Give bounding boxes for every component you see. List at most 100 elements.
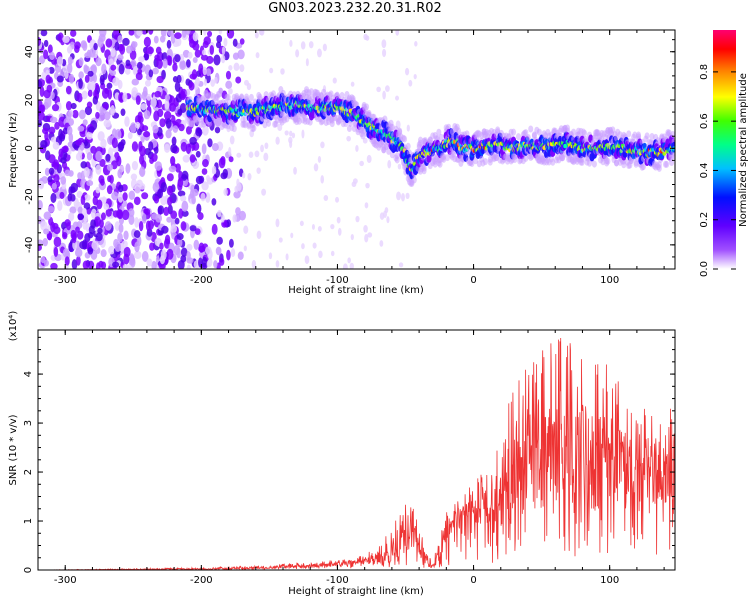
heatmap-cell bbox=[235, 207, 241, 216]
heatmap-cell bbox=[582, 129, 588, 137]
heatmap-cell bbox=[284, 130, 289, 136]
heatmap-cell bbox=[153, 146, 159, 154]
heatmap-cell bbox=[144, 208, 151, 216]
heatmap-cell bbox=[220, 214, 225, 223]
heatmap-cell bbox=[311, 223, 315, 230]
heatmap-cell bbox=[232, 38, 238, 47]
heatmap-cell bbox=[213, 260, 218, 269]
heatmap-cell bbox=[242, 172, 246, 179]
heatmap-cell bbox=[242, 115, 248, 123]
heatmap-cell bbox=[228, 146, 232, 156]
heatmap-cell bbox=[95, 151, 103, 162]
heatmap-cell bbox=[40, 30, 48, 37]
heatmap-cell bbox=[38, 180, 45, 190]
heatmap-cell bbox=[122, 192, 128, 201]
heatmap-cell bbox=[50, 262, 58, 269]
heatmap-cell bbox=[40, 220, 48, 231]
heatmap-cell bbox=[131, 78, 140, 86]
heatmap-cell bbox=[112, 261, 120, 268]
heatmap-cell bbox=[382, 48, 387, 58]
heatmap-cell bbox=[163, 206, 170, 217]
top-x-tick-label: 0 bbox=[470, 275, 476, 286]
heatmap-cell bbox=[536, 128, 542, 136]
heatmap-cell bbox=[50, 192, 57, 203]
heatmap-cell bbox=[256, 167, 261, 175]
heatmap-cell bbox=[86, 131, 93, 140]
heatmap-cell bbox=[95, 186, 101, 194]
heatmap-cell bbox=[177, 190, 186, 197]
heatmap-cell bbox=[189, 136, 197, 145]
heatmap-cell bbox=[38, 215, 42, 225]
heatmap-cell bbox=[243, 245, 247, 252]
bottom-y-tick-label: 0 bbox=[23, 567, 34, 573]
heatmap-cell bbox=[53, 236, 62, 248]
heatmap-cell bbox=[56, 56, 64, 67]
heatmap-cell bbox=[192, 160, 200, 170]
heatmap-cell bbox=[118, 63, 125, 75]
heatmap-cell bbox=[359, 160, 364, 167]
heatmap-cell bbox=[67, 56, 73, 66]
heatmap-cell bbox=[75, 139, 82, 146]
heatmap-cell bbox=[134, 241, 140, 253]
heatmap-cell bbox=[202, 66, 207, 76]
heatmap-cell bbox=[95, 57, 102, 67]
heatmap-cell bbox=[228, 156, 234, 163]
heatmap-cell bbox=[367, 232, 373, 238]
heatmap-cell bbox=[275, 136, 280, 145]
heatmap-cell bbox=[107, 175, 112, 183]
colorbar-tick-label: 0.0 bbox=[699, 261, 710, 277]
heatmap-cell bbox=[59, 191, 65, 200]
heatmap-cell bbox=[39, 86, 45, 98]
heatmap-cell bbox=[38, 99, 43, 108]
heatmap-cell bbox=[379, 240, 384, 247]
heatmap-cell bbox=[105, 38, 113, 48]
heatmap-cell bbox=[225, 93, 231, 101]
heatmap-cell bbox=[74, 41, 81, 50]
heatmap-cell bbox=[571, 128, 577, 136]
heatmap-cell bbox=[40, 139, 48, 149]
heatmap-cell bbox=[164, 99, 170, 110]
heatmap-cell bbox=[322, 43, 327, 52]
heatmap-cell bbox=[128, 214, 135, 225]
chart-title: GN03.2023.232.20.31.R02 bbox=[268, 1, 442, 16]
heatmap-cell bbox=[342, 263, 348, 269]
heatmap-cell bbox=[118, 184, 124, 193]
heatmap-cell bbox=[84, 194, 91, 202]
heatmap-cell bbox=[277, 123, 283, 132]
heatmap-cell bbox=[122, 209, 130, 221]
heatmap-cell bbox=[180, 247, 188, 257]
bottom-y-tick-label: 3 bbox=[23, 420, 34, 426]
heatmap-cell bbox=[213, 54, 221, 66]
heatmap-cell bbox=[167, 55, 173, 66]
heatmap-cell bbox=[217, 209, 222, 218]
heatmap-cell bbox=[75, 226, 80, 233]
heatmap-cell bbox=[404, 67, 410, 76]
heatmap-cell bbox=[191, 188, 199, 197]
heatmap-cell bbox=[148, 141, 154, 151]
heatmap-cell bbox=[515, 133, 521, 141]
heatmap-cell bbox=[239, 93, 245, 101]
heatmap-cell bbox=[405, 192, 410, 200]
heatmap-cell bbox=[125, 163, 131, 174]
colorbar-tick-label: 0.8 bbox=[699, 64, 710, 80]
heatmap-cell bbox=[168, 165, 177, 173]
heatmap-cell bbox=[123, 246, 131, 258]
heatmap-cell bbox=[200, 262, 208, 269]
heatmap-cell bbox=[170, 210, 178, 220]
heatmap-cell bbox=[142, 212, 147, 224]
heatmap-cell bbox=[150, 97, 157, 108]
heatmap-cell bbox=[176, 233, 184, 241]
heatmap-cell bbox=[68, 73, 75, 84]
heatmap-cell bbox=[644, 132, 650, 140]
heatmap-cell bbox=[76, 92, 83, 103]
heatmap-cell bbox=[136, 179, 143, 188]
heatmap-cell bbox=[206, 174, 211, 182]
heatmap-cell bbox=[164, 94, 171, 102]
heatmap-cell bbox=[382, 115, 388, 123]
heatmap-cell bbox=[111, 128, 117, 139]
top-x-ticks: -300 -200 -100 0 100 bbox=[37, 30, 665, 286]
top-y-tick-label: -40 bbox=[24, 237, 35, 253]
heatmap-cell bbox=[97, 227, 103, 234]
heatmap-cell bbox=[64, 169, 71, 177]
heatmap-cell bbox=[122, 37, 130, 46]
